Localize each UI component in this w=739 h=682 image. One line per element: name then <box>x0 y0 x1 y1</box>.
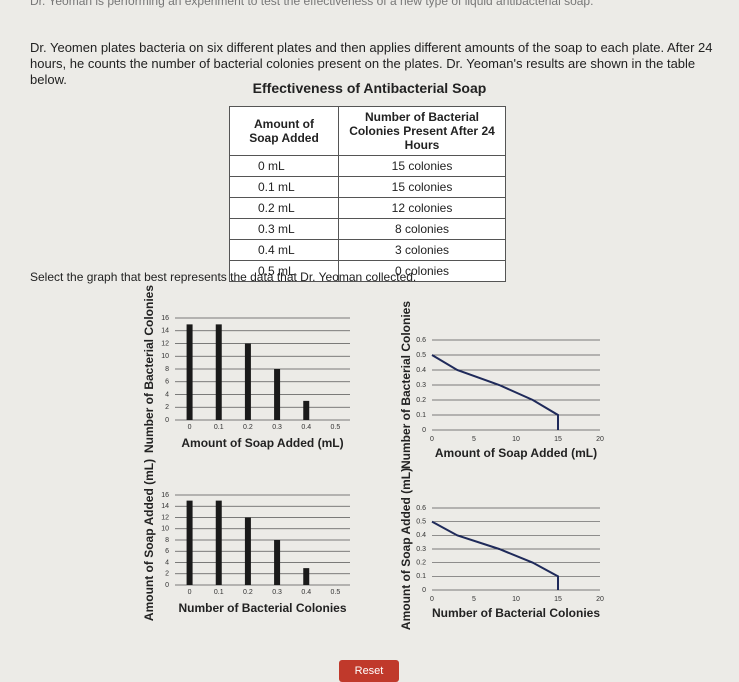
cell: 0 colonies <box>338 260 506 282</box>
x-tick-label: 0.2 <box>243 589 253 596</box>
y-tick-label: 0.4 <box>416 532 426 539</box>
prompt: Select the graph that best represents th… <box>30 270 417 284</box>
bar <box>186 500 193 585</box>
column-header: Amount of Soap Added <box>229 106 339 156</box>
y-tick-label: 8 <box>165 366 169 373</box>
reset-button[interactable]: Reset <box>339 660 399 682</box>
paragraph: Dr. Yeomen plates bacteria on six differ… <box>30 40 713 87</box>
bar <box>186 324 193 420</box>
y-tick-label: 0 <box>165 417 169 424</box>
y-tick-label: 4 <box>165 391 169 398</box>
intro-text: Dr. Yeoman is performing an experiment t… <box>30 0 594 8</box>
y-tick-label: 0.4 <box>416 367 426 374</box>
x-tick-label: 20 <box>596 436 604 443</box>
x-tick-label: 0.1 <box>214 589 224 596</box>
y-tick-label: 0.2 <box>416 397 426 404</box>
cell: 15 colonies <box>338 176 506 198</box>
bar <box>244 343 251 420</box>
x-tick-label: 0.4 <box>301 589 311 596</box>
y-tick-label: 12 <box>161 340 169 347</box>
y-tick-label: 14 <box>161 328 169 335</box>
x-tick-label: 0 <box>188 424 192 431</box>
x-tick-label: 0 <box>430 596 434 603</box>
x-tick-label: 15 <box>554 436 562 443</box>
x-tick-label: 0.2 <box>243 424 253 431</box>
y-tick-label: 0.3 <box>416 382 426 389</box>
x-tick-label: 0.3 <box>272 589 282 596</box>
bar <box>303 400 310 420</box>
y-tick-label: 0.1 <box>416 412 426 419</box>
x-tick-label: 10 <box>512 436 520 443</box>
x-tick-label: 5 <box>472 596 476 603</box>
x-axis-label: Amount of Soap Added (mL) <box>435 446 597 460</box>
x-tick-label: 20 <box>596 596 604 603</box>
cell: 0.5 mL <box>229 260 339 282</box>
y-tick-label: 0.2 <box>416 560 426 567</box>
y-axis-label: Amount of Soap Added (mL) <box>142 459 156 621</box>
table-title: Effectiveness of Antibacterial Soap <box>252 80 487 96</box>
bar <box>274 540 281 585</box>
data-line <box>431 520 559 590</box>
y-tick-label: 16 <box>161 315 169 322</box>
x-tick-label: 0.5 <box>331 424 341 431</box>
x-axis-label: Number of Bacterial Colonies <box>432 606 600 620</box>
y-tick-label: 8 <box>165 537 169 544</box>
cell: 12 colonies <box>338 197 506 219</box>
x-tick-label: 15 <box>554 596 562 603</box>
data-line <box>431 354 559 430</box>
y-tick-label: 0.6 <box>416 337 426 344</box>
y-tick-label: 2 <box>165 571 169 578</box>
y-tick-label: 16 <box>161 492 169 499</box>
cell: 0 mL <box>229 155 339 177</box>
y-tick-label: 4 <box>165 559 169 566</box>
y-tick-label: 14 <box>161 503 169 510</box>
x-tick-label: 5 <box>472 436 476 443</box>
x-tick-label: 0 <box>188 589 192 596</box>
y-tick-label: 2 <box>165 404 169 411</box>
y-tick-label: 10 <box>161 353 169 360</box>
y-tick-label: 6 <box>165 548 169 555</box>
y-axis-label: Number of Bacterial Colonies <box>142 285 156 453</box>
y-tick-label: 0.6 <box>416 505 426 512</box>
y-tick-label: 12 <box>161 514 169 521</box>
x-tick-label: 0.5 <box>331 589 341 596</box>
bar <box>303 568 310 585</box>
x-tick-label: 0.3 <box>272 424 282 431</box>
bar <box>244 517 251 585</box>
x-tick-label: 0.4 <box>301 424 311 431</box>
column-header: Number of Bacterial Colonies Present Aft… <box>338 106 506 156</box>
x-axis-label: Number of Bacterial Colonies <box>178 601 346 615</box>
y-axis-label: Amount of Soap Added (mL) <box>399 468 413 630</box>
y-tick-label: 0.5 <box>416 519 426 526</box>
y-axis-label: Number of Bacterial Colonies <box>399 301 413 469</box>
y-tick-label: 0.5 <box>416 352 426 359</box>
cell: 0.3 mL <box>229 218 339 240</box>
y-tick-label: 10 <box>161 526 169 533</box>
x-tick-label: 0.1 <box>214 424 224 431</box>
cell: 3 colonies <box>338 239 506 261</box>
bar <box>274 369 281 420</box>
data-table: Amount of Soap Added Number of Bacterial … <box>229 106 506 282</box>
x-axis-label: Amount of Soap Added (mL) <box>181 436 343 450</box>
y-tick-label: 0 <box>422 587 426 594</box>
x-tick-label: 0 <box>430 436 434 443</box>
y-tick-label: 0.3 <box>416 546 426 553</box>
bar <box>215 500 222 585</box>
y-tick-label: 0 <box>165 582 169 589</box>
answer-charts: 0 2 4 6 8 10 12 14 16 Number of Bacterial Colonie… <box>142 285 604 630</box>
y-tick-label: 0 <box>422 427 426 434</box>
x-tick-label: 10 <box>512 596 520 603</box>
y-tick-label: 0.1 <box>416 573 426 580</box>
bar <box>215 324 222 420</box>
y-tick-label: 6 <box>165 379 169 386</box>
